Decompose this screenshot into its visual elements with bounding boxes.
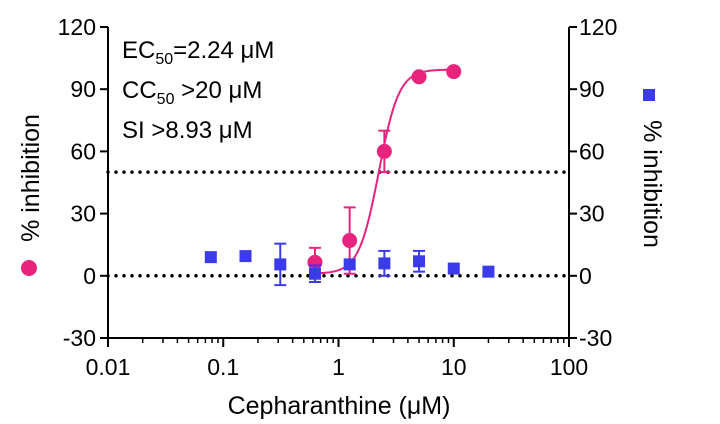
- x-tick-label: 1: [332, 354, 345, 380]
- reference-lines: [106, 170, 571, 278]
- inhibition-point: [446, 64, 462, 80]
- y-axis-label-left: % inhibition: [17, 114, 45, 242]
- cytotoxicity-point: [239, 250, 252, 263]
- si-annotation: SI >8.93 μM: [122, 117, 253, 144]
- cytotoxicity-point: [308, 267, 321, 280]
- inhibition-point: [411, 69, 427, 85]
- inhibition-point: [376, 143, 392, 159]
- right-legend-square-marker: [643, 89, 655, 101]
- cytotoxicity-point: [447, 262, 460, 275]
- left-legend-circle-marker: [21, 260, 37, 276]
- ec50-annotation: EC50=2.24 μM: [122, 37, 274, 68]
- x-tick-label: 10: [441, 354, 467, 380]
- y-tick-label-right: 30: [579, 201, 605, 227]
- y-tick-label-left: 90: [70, 76, 96, 102]
- x-tick-label: 0.01: [86, 354, 131, 380]
- y-axis-label-right: % inhibition: [638, 120, 666, 248]
- inhibition-point: [342, 233, 358, 249]
- x-axis-label: Cepharanthine (μM): [228, 392, 451, 420]
- y-tick-label-right: -30: [579, 325, 612, 351]
- cytotoxicity-point: [204, 251, 217, 264]
- cc50-annotation: CC50 >20 μM: [122, 77, 262, 108]
- x-tick-label: 0.1: [207, 354, 239, 380]
- y-tick-label-right: 90: [579, 76, 605, 102]
- y-tick-label-left: 120: [58, 14, 96, 40]
- y-tick-label-right: 0: [579, 263, 592, 289]
- y-tick-label-right: 60: [579, 138, 605, 164]
- cytotoxicity-point: [413, 255, 426, 268]
- cytotoxicity-point: [343, 258, 356, 271]
- data-points: [204, 64, 495, 287]
- y-tick-label-left: 60: [70, 138, 96, 164]
- cytotoxicity-point: [378, 257, 391, 270]
- y-axis-label-left-group: % inhibition: [17, 114, 45, 276]
- cytotoxicity-point: [274, 258, 287, 271]
- y-tick-label-left: 0: [83, 263, 96, 289]
- y-tick-label-right: 120: [579, 14, 617, 40]
- axes: -30 -30 0 0 30 30 60 60 90 90 120 120 0.01 0.1 1 10 100: [58, 14, 618, 380]
- y-axis-label-right-group: % inhibition: [638, 89, 666, 248]
- x-tick-label: 100: [550, 354, 588, 380]
- y-tick-label-left: -30: [63, 325, 96, 351]
- y-tick-label-left: 30: [70, 201, 96, 227]
- cytotoxicity-point: [482, 265, 495, 278]
